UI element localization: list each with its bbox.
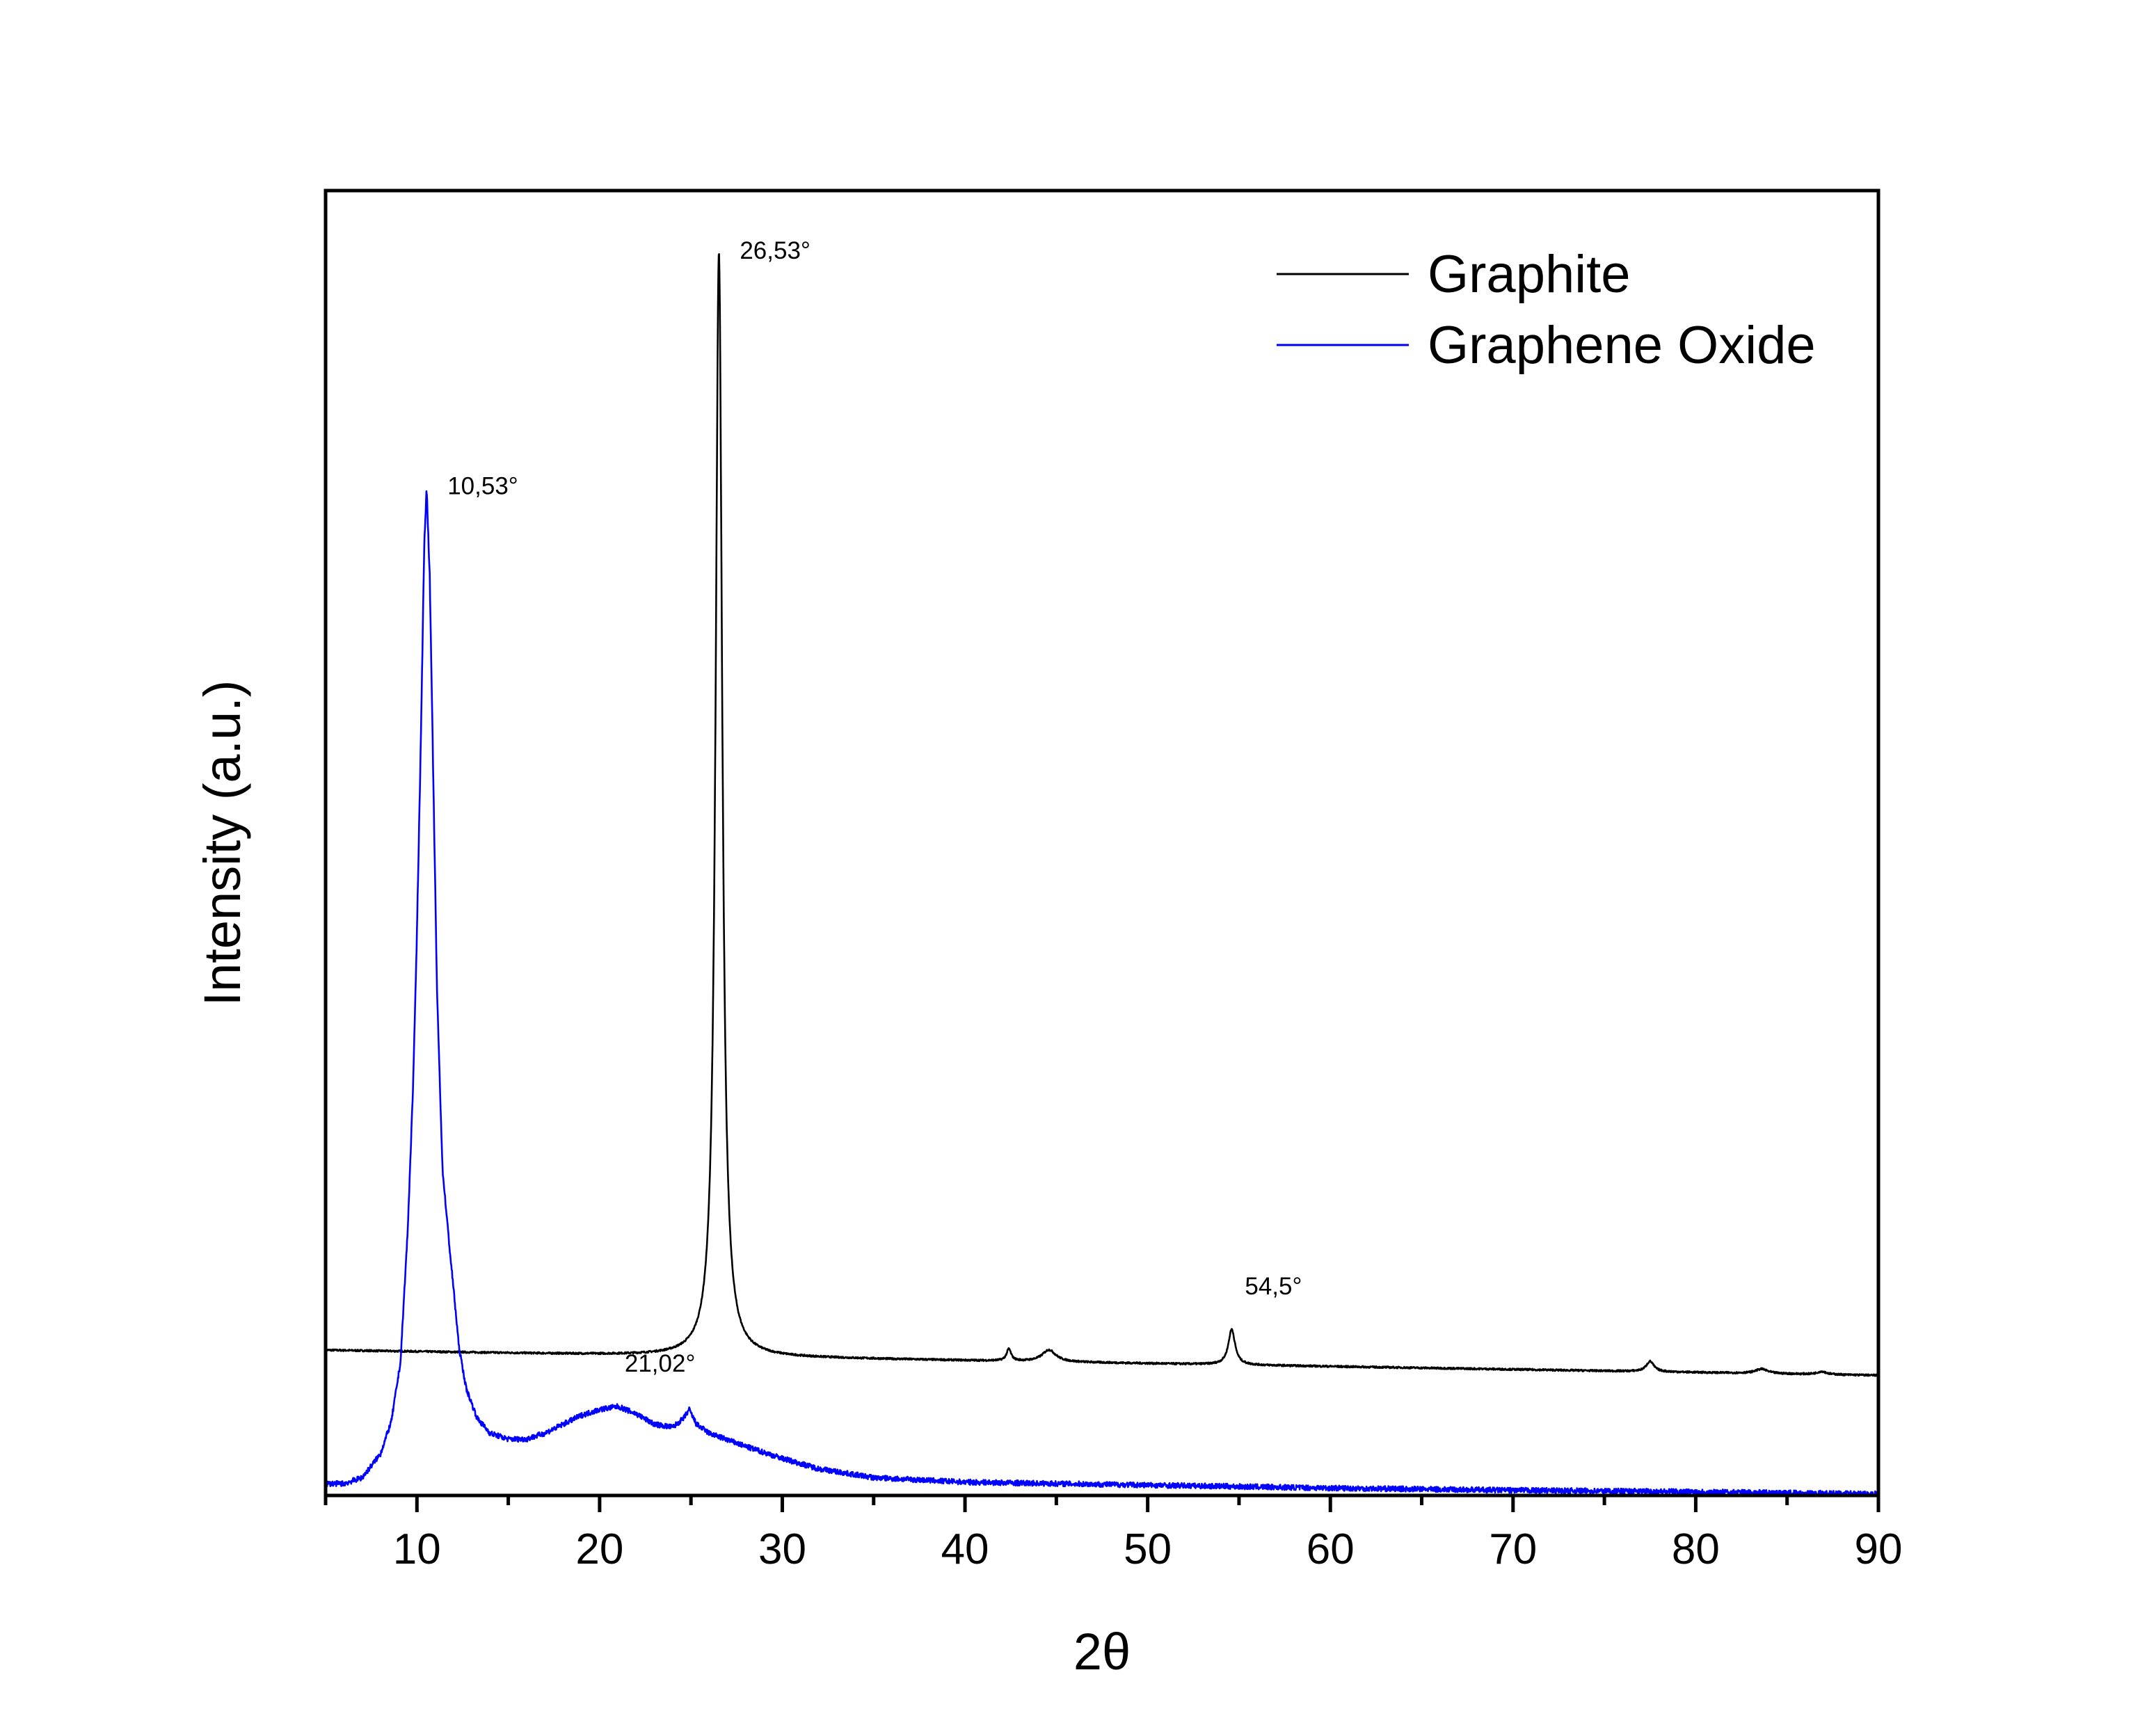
peak-label: 21,02° [625,1350,696,1377]
x-tick-label: 80 [1672,1525,1720,1573]
x-axis-title: 2θ [1073,1623,1131,1680]
x-tick-label: 40 [941,1525,989,1573]
legend: Graphite Graphene Oxide [1277,245,1816,375]
x-tick-label: 50 [1124,1525,1172,1573]
peak-label: 10,53° [447,472,518,499]
annotation-layer: 26,53° 54,5° 10,53° 21,02° [447,237,1302,1377]
series-line-graphite [324,252,1880,1377]
peak-label: 26,53° [740,237,811,264]
x-tick-label: 90 [1855,1525,1903,1573]
peak-label: 54,5° [1245,1273,1302,1300]
x-tick-label: 30 [758,1525,806,1573]
x-axis-ticks: 10 20 30 40 50 60 70 80 90 [324,1495,1903,1573]
series-line-graphene-oxide [325,490,1880,1498]
x-tick-label: 20 [575,1525,623,1573]
legend-label-graphite: Graphite [1428,245,1631,304]
x-tick-label: 10 [393,1525,441,1573]
x-tick-label: 60 [1307,1525,1355,1573]
y-axis-title: Intensity (a.u.) [193,680,251,1006]
legend-label-graphene-oxide: Graphene Oxide [1428,316,1816,375]
x-tick-label: 70 [1489,1525,1537,1573]
plot-frame [324,188,1880,1498]
series-layer [324,252,1880,1498]
